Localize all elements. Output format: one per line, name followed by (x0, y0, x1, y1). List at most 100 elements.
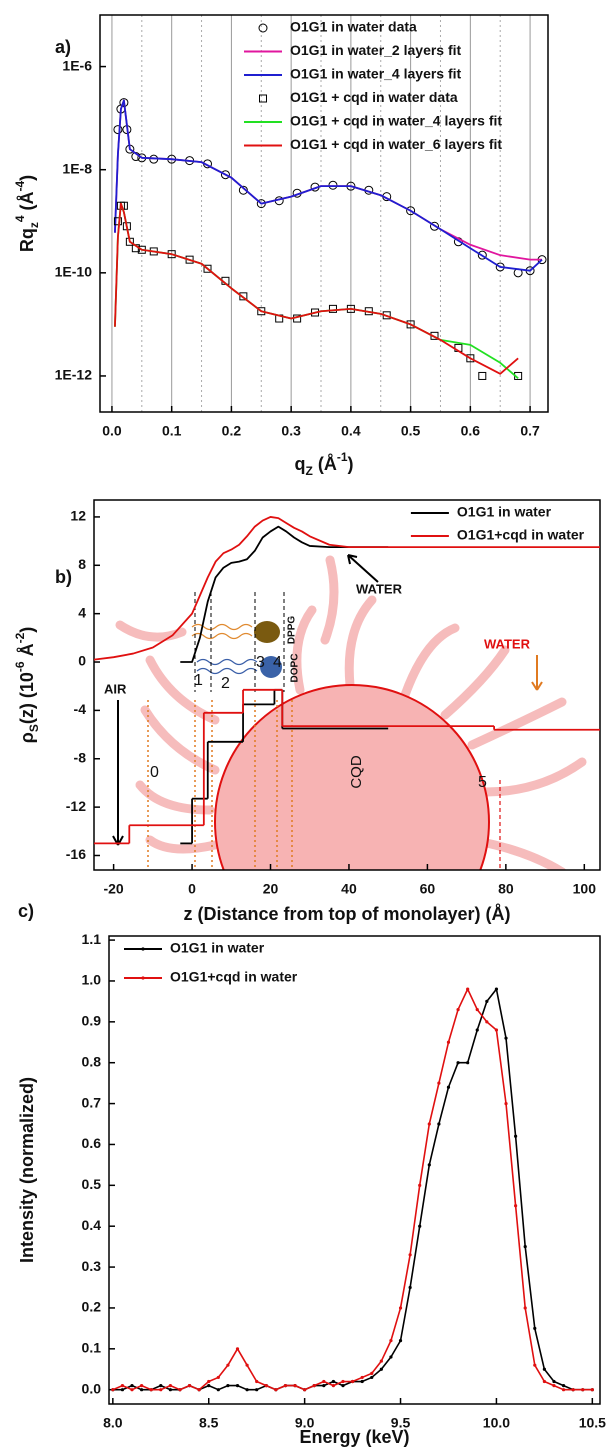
x-tick-label: 8.5 (199, 1415, 219, 1431)
y-tick-label: 0.8 (82, 1053, 102, 1069)
x-tick-label: 80 (498, 881, 514, 897)
data-point (159, 1388, 163, 1392)
legend-label: O1G1 + cqd in water data (290, 89, 458, 105)
data-point (504, 1036, 508, 1040)
data-point (398, 1339, 403, 1343)
data-point (379, 1359, 383, 1363)
legend-marker (258, 23, 268, 33)
data-point (408, 1253, 412, 1257)
legend: O1G1 in water O1G1+cqd in water (410, 504, 585, 543)
x-tick-label: 0 (188, 881, 196, 897)
axis-label-part: (Å (313, 454, 337, 474)
data-point (283, 1384, 288, 1388)
series-line (94, 516, 600, 661)
x-tick-label: 0.0 (102, 423, 122, 439)
x-tick-label: 10.5 (579, 1415, 606, 1431)
annotation: DOPC (290, 654, 301, 683)
y-tick-label: -16 (66, 846, 86, 862)
data-point (111, 1388, 115, 1392)
data-point (130, 1384, 134, 1388)
data-point (331, 1379, 336, 1384)
data-point (456, 1007, 460, 1012)
data-point (216, 1375, 220, 1380)
data-point (533, 1363, 537, 1367)
y-tick-label: 0.5 (82, 1176, 102, 1192)
series-line (180, 525, 389, 663)
data-point (437, 1081, 441, 1085)
plot-area (111, 987, 594, 1392)
data-point (130, 1388, 134, 1392)
series-line (112, 988, 593, 1391)
y-tick-label: 0 (78, 653, 86, 669)
plot-frame (108, 935, 601, 1405)
data-point (514, 1204, 518, 1208)
data-point (485, 1020, 489, 1024)
data-point (235, 1347, 240, 1351)
axis-label-part: ρ (17, 732, 37, 743)
axis-label-part: Energy (keV) (299, 1427, 409, 1447)
y-tick-label: 1E-8 (62, 160, 92, 176)
data-point (477, 250, 487, 260)
y-tick-label: 1E-10 (55, 264, 93, 280)
plot-area (113, 98, 547, 380)
data-point (446, 1040, 451, 1044)
data-point (120, 1388, 125, 1392)
data-point (581, 1388, 585, 1392)
legend-marker (259, 94, 267, 103)
x-tick-label: 10.0 (483, 1415, 510, 1431)
panel-label: c) (18, 901, 34, 921)
data-point (523, 1306, 527, 1310)
data-point (328, 304, 337, 313)
y-tick-label: 0.9 (82, 1013, 102, 1029)
axis-label-part: S (27, 724, 41, 732)
annotation: 0 (150, 764, 159, 781)
data-point (523, 1245, 527, 1249)
annotation: 5 (478, 774, 487, 791)
data-point (331, 1384, 336, 1388)
axis-label: Intensity (normalized) (17, 1077, 37, 1263)
y-tick-label: 0.0 (82, 1380, 102, 1396)
data-point (220, 170, 230, 180)
axis-label-part: Å (17, 643, 37, 661)
data-point (207, 1384, 211, 1388)
y-tick-label: -12 (66, 798, 86, 814)
data-point (552, 1384, 556, 1388)
cqd-particle (214, 684, 490, 870)
data-point (303, 1388, 307, 1392)
data-point (159, 1384, 163, 1388)
data-point (466, 987, 470, 991)
legend-label: O1G1 in water data (290, 19, 417, 35)
axis-label-part: ) (17, 175, 37, 181)
x-tick-label: 9.0 (295, 1415, 315, 1431)
data-point (494, 1028, 499, 1032)
axis-label: Energy (keV) (299, 1427, 409, 1447)
dopc-head (260, 656, 282, 678)
data-point (542, 1367, 546, 1371)
annotation: AIR (104, 681, 127, 696)
axis-label-part: Intensity (normalized) (17, 1077, 37, 1263)
data-point (398, 1306, 403, 1310)
schematic (112, 554, 587, 870)
x-tick-label: 0.5 (401, 423, 421, 439)
data-point (120, 1384, 125, 1388)
data-point (485, 999, 489, 1003)
legend-label: O1G1 in water (170, 940, 265, 956)
data-point (446, 1085, 451, 1089)
axis-label-part: -1 (337, 450, 348, 464)
axis-label-part: (z) (10 (17, 672, 37, 724)
data-point (216, 1388, 220, 1392)
annotation: 2 (221, 675, 230, 692)
data-point (113, 217, 122, 226)
axis-label: qZ (Å-1) (294, 450, 353, 478)
axis-label-part: (Å (17, 191, 37, 215)
data-point (466, 354, 475, 363)
data-point (140, 1384, 144, 1388)
layer-guides (147, 700, 293, 870)
data-point (430, 221, 440, 231)
axis-label: Rqz4 (Å-4) (13, 175, 41, 252)
y-tick-label: 0.7 (82, 1094, 102, 1110)
legend-label: O1G1 + cqd in water_6 layers fit (290, 136, 502, 152)
series-line (114, 99, 543, 272)
x-tick-label: -20 (103, 881, 123, 897)
axis-label-part: ) (348, 454, 354, 474)
